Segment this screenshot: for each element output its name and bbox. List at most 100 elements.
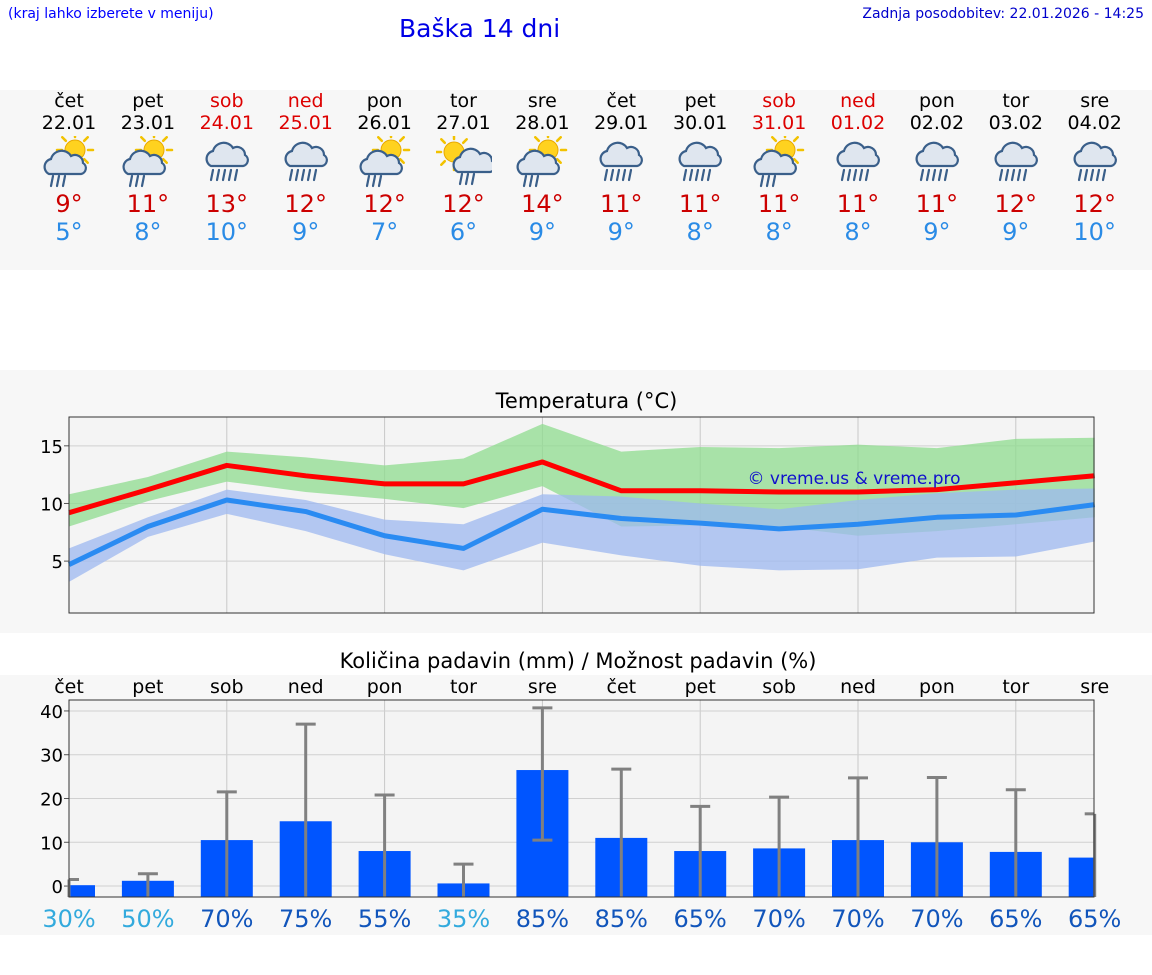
x-category-label: pet — [685, 676, 716, 698]
precipitation-probability-label: 65% — [1068, 905, 1121, 933]
rain-drop — [464, 172, 469, 186]
icon-group — [915, 141, 959, 182]
max-temperature: 11° — [757, 190, 801, 218]
cloud-shape — [753, 149, 798, 176]
sun-ray — [439, 138, 446, 145]
cloud-shape — [284, 141, 328, 168]
min-temperature: 9° — [1002, 218, 1030, 246]
cloud-rain-icon — [994, 141, 1038, 182]
rain-drop — [707, 168, 712, 182]
precipitation-probability-label: 70% — [752, 905, 805, 933]
max-temperature: 11° — [836, 190, 880, 218]
max-temperature: 14° — [521, 190, 564, 218]
cloud-sun-rain-icon — [122, 136, 174, 188]
max-temperature: 11° — [600, 190, 643, 218]
day-date: 26.01 — [357, 112, 412, 134]
day-name: sre — [1080, 90, 1110, 112]
rain-drop — [529, 174, 534, 188]
temperature-chart: 5 10 15 Temperatura (°C) © vreme.us & vreme.… — [40, 389, 1096, 614]
cloud-shape — [836, 141, 880, 168]
y-tick-label: 30 — [40, 746, 63, 767]
cloud-rain-icon — [915, 141, 959, 182]
precipitation-probability-label: 65% — [674, 905, 727, 933]
day-name: pon — [366, 90, 403, 112]
sun-ray — [461, 138, 468, 145]
rain-drop — [943, 168, 948, 182]
sun-ray — [556, 157, 563, 164]
cloud-sun-rain-icon — [359, 136, 410, 188]
rain-drop — [1004, 168, 1009, 182]
rain-drop — [616, 168, 621, 182]
day-name: čet — [606, 90, 637, 112]
day-date: 02.02 — [909, 112, 965, 134]
rain-drop — [695, 168, 700, 182]
min-band — [69, 488, 1095, 582]
rain-drop — [771, 174, 777, 188]
precipitation-probability-label: 75% — [279, 905, 332, 933]
watermark: © vreme.us & vreme.pro — [747, 469, 960, 489]
sun-ray — [534, 136, 541, 143]
y-tick-label: 10 — [40, 833, 63, 854]
rain-drop — [1089, 168, 1094, 182]
day-date: 25.01 — [278, 112, 333, 134]
max-temperature-line — [68, 459, 1095, 516]
icon-group — [205, 141, 249, 182]
day-name: tor — [450, 90, 477, 112]
cloud-shape — [359, 149, 403, 176]
min-temperature-line — [67, 497, 1096, 567]
max-temperature: 12° — [363, 190, 406, 218]
day-name: sob — [762, 90, 796, 112]
day-name: sob — [210, 90, 244, 112]
precipitation-chart: Količina padavin (mm) / Možnost padavin … — [40, 649, 1121, 933]
max-temperature: 11° — [678, 190, 722, 218]
cloud-sun-rain-icon — [753, 136, 805, 188]
sun-ray — [161, 136, 168, 143]
cloud-sun-rain-icon — [43, 136, 95, 188]
cloud-shape — [994, 141, 1038, 168]
precipitation-probability-label: 65% — [989, 905, 1042, 933]
rain-drop — [852, 168, 858, 182]
day-column: ned 01.02 11° 8° — [818, 90, 898, 246]
rain-drop — [1101, 168, 1106, 182]
rain-drop — [919, 168, 924, 182]
sun-cloud-rain-icon — [435, 136, 492, 186]
plot-frame — [68, 416, 1095, 614]
cloud-shape — [516, 149, 561, 176]
x-category-label: tor — [450, 676, 477, 698]
location-hint-link[interactable]: (kraj lahko izberete v meniju) — [8, 6, 214, 22]
rain-drop — [840, 168, 846, 182]
rain-drop — [1016, 168, 1021, 182]
day-date: 30.01 — [672, 112, 728, 134]
x-category-label: pon — [919, 676, 955, 698]
x-category-label: sre — [1080, 676, 1109, 698]
min-temperature: 9° — [292, 218, 320, 246]
max-temperature: 11° — [126, 190, 170, 218]
rain-drop — [998, 168, 1003, 182]
day-column: pon 02.02 11° 9° — [897, 90, 977, 246]
cloud-shape — [678, 141, 723, 168]
rain-drop — [864, 168, 870, 182]
rain-drop — [683, 168, 688, 182]
day-name: pet — [684, 90, 716, 112]
day-column: pet 23.01 11° 8° — [108, 90, 188, 246]
day-date: 24.01 — [199, 112, 254, 134]
rain-drop — [1022, 168, 1027, 182]
day-column: tor 27.01 12° 6° — [424, 90, 504, 246]
day-column: sob 31.01 11° 8° — [739, 90, 819, 246]
rain-drop — [701, 168, 706, 182]
forecast-strip: čet 22.01 9° 5° pet 23.01 11° 8° sob 24.01 13° 10° n… — [0, 90, 1152, 270]
icon-group — [435, 136, 492, 186]
cloud-shape — [122, 149, 166, 176]
rain-drop — [610, 168, 615, 182]
rain-drop — [1083, 168, 1088, 182]
cloud-shape — [451, 147, 492, 174]
rain-drop — [128, 174, 133, 188]
sun-ray — [439, 159, 446, 166]
day-name: sre — [527, 90, 557, 112]
min-temperature: 9° — [923, 218, 951, 246]
day-name: ned — [840, 90, 876, 112]
cloud-shape — [205, 141, 249, 168]
rain-drop — [470, 172, 475, 186]
sun-ray — [398, 136, 405, 143]
min-temperature: 6° — [449, 218, 478, 246]
